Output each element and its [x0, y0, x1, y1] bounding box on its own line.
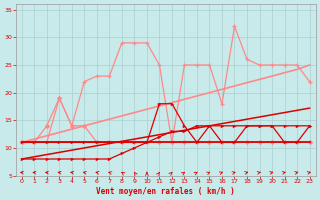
X-axis label: Vent moyen/en rafales ( km/h ): Vent moyen/en rafales ( km/h ): [96, 187, 235, 196]
